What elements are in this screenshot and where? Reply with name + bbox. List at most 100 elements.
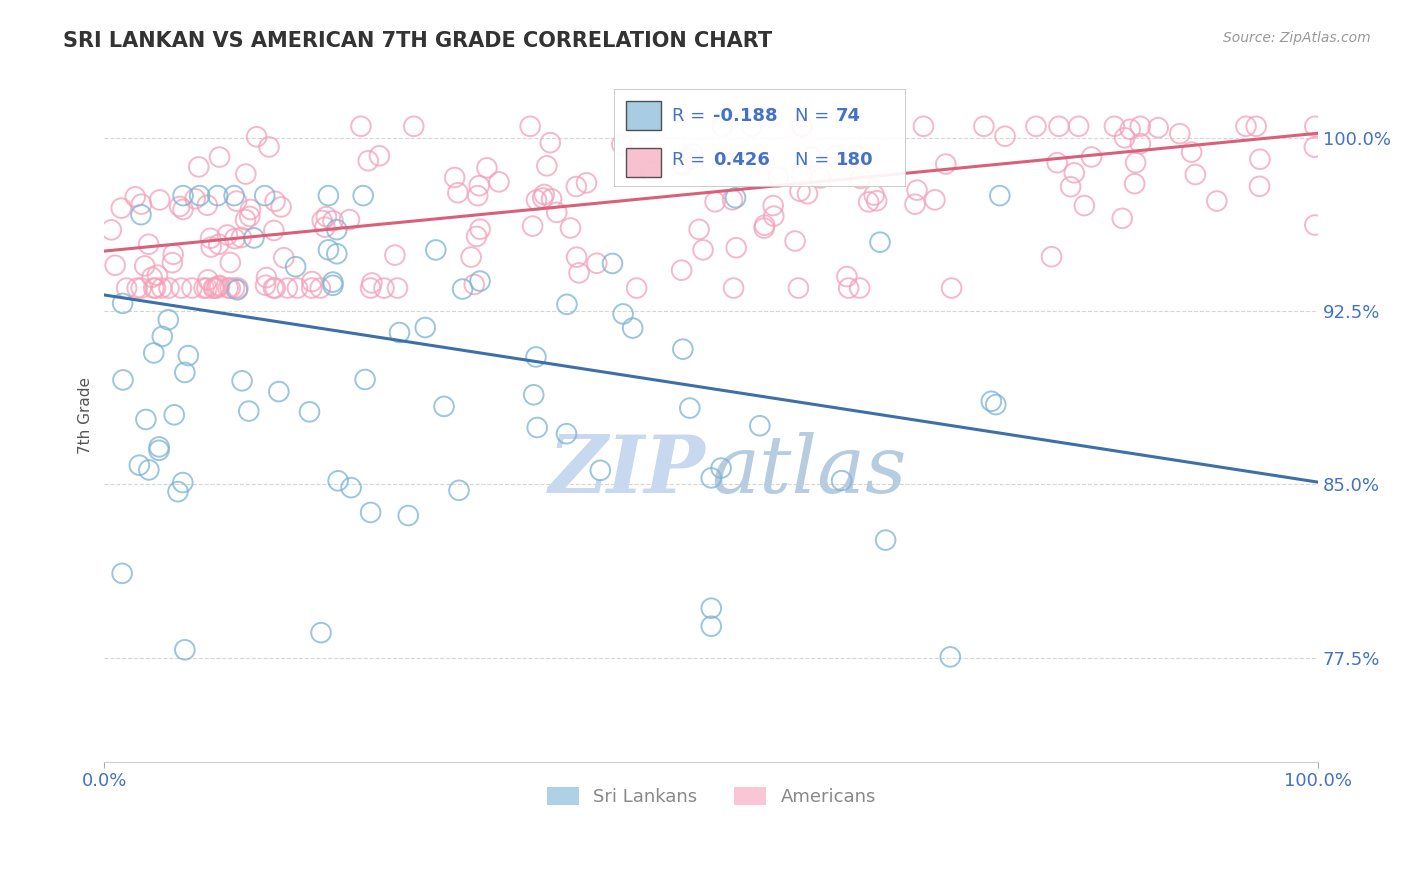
Point: [443, 170, 465, 185]
Point: [173, 642, 195, 657]
Point: [184, 192, 207, 206]
Point: [318, 243, 340, 257]
Point: [748, 418, 770, 433]
Point: [326, 246, 349, 260]
Point: [526, 420, 548, 434]
Point: [1025, 120, 1047, 134]
Point: [354, 372, 377, 386]
Point: [104, 258, 127, 272]
Point: [128, 458, 150, 473]
Point: [207, 279, 229, 293]
Point: [352, 188, 374, 202]
Point: [188, 188, 211, 202]
Point: [626, 281, 648, 295]
Point: [941, 281, 963, 295]
Point: [162, 255, 184, 269]
Point: [207, 188, 229, 202]
Point: [111, 373, 134, 387]
Point: [149, 193, 172, 207]
Point: [789, 184, 811, 198]
Point: [322, 278, 344, 293]
Point: [181, 281, 204, 295]
Point: [924, 193, 946, 207]
Point: [980, 394, 1002, 409]
Point: [1168, 127, 1191, 141]
Point: [1129, 136, 1152, 151]
Point: [167, 484, 190, 499]
Point: [1104, 120, 1126, 134]
Point: [835, 269, 858, 284]
Point: [169, 199, 191, 213]
Point: [790, 168, 813, 182]
Point: [640, 165, 662, 179]
Point: [138, 463, 160, 477]
Point: [284, 260, 307, 274]
Point: [100, 223, 122, 237]
Point: [309, 625, 332, 640]
Point: [565, 179, 588, 194]
Point: [700, 471, 723, 485]
Point: [1129, 120, 1152, 134]
Point: [150, 281, 173, 295]
Point: [368, 149, 391, 163]
Point: [825, 148, 848, 162]
Point: [540, 192, 562, 206]
Point: [1059, 179, 1081, 194]
Point: [425, 243, 447, 257]
Point: [172, 475, 194, 490]
Point: [711, 120, 734, 134]
Point: [1180, 145, 1202, 160]
Point: [208, 278, 231, 293]
Point: [762, 209, 785, 223]
Point: [1303, 120, 1326, 134]
Point: [1040, 250, 1063, 264]
Point: [904, 197, 927, 211]
Point: [195, 198, 218, 212]
Point: [231, 230, 253, 244]
Point: [1114, 130, 1136, 145]
Point: [754, 219, 776, 233]
Point: [239, 202, 262, 217]
Point: [322, 214, 344, 228]
Point: [226, 281, 249, 295]
Point: [127, 281, 149, 295]
Point: [672, 342, 695, 356]
Point: [869, 235, 891, 249]
Point: [187, 160, 209, 174]
Point: [141, 270, 163, 285]
Point: [790, 120, 813, 134]
Point: [315, 210, 337, 224]
Point: [831, 474, 853, 488]
Point: [1119, 122, 1142, 136]
Point: [1244, 120, 1267, 134]
Point: [1123, 177, 1146, 191]
Point: [522, 219, 544, 233]
Point: [488, 175, 510, 189]
Point: [863, 188, 886, 202]
Point: [309, 281, 332, 295]
Point: [467, 188, 489, 202]
Point: [790, 120, 813, 134]
Point: [204, 281, 226, 295]
Point: [217, 281, 239, 295]
Point: [1046, 155, 1069, 169]
Point: [202, 281, 225, 295]
Point: [468, 274, 491, 288]
Point: [810, 171, 832, 186]
Point: [752, 221, 775, 235]
Point: [235, 212, 257, 227]
Point: [360, 276, 382, 290]
Point: [875, 533, 897, 547]
Point: [357, 153, 380, 168]
Point: [340, 481, 363, 495]
Point: [148, 440, 170, 454]
Point: [858, 194, 880, 209]
Point: [1073, 198, 1095, 212]
Point: [208, 150, 231, 164]
Point: [311, 213, 333, 227]
Point: [523, 388, 546, 402]
Point: [225, 194, 247, 208]
Point: [138, 237, 160, 252]
Point: [384, 248, 406, 262]
Point: [531, 191, 554, 205]
